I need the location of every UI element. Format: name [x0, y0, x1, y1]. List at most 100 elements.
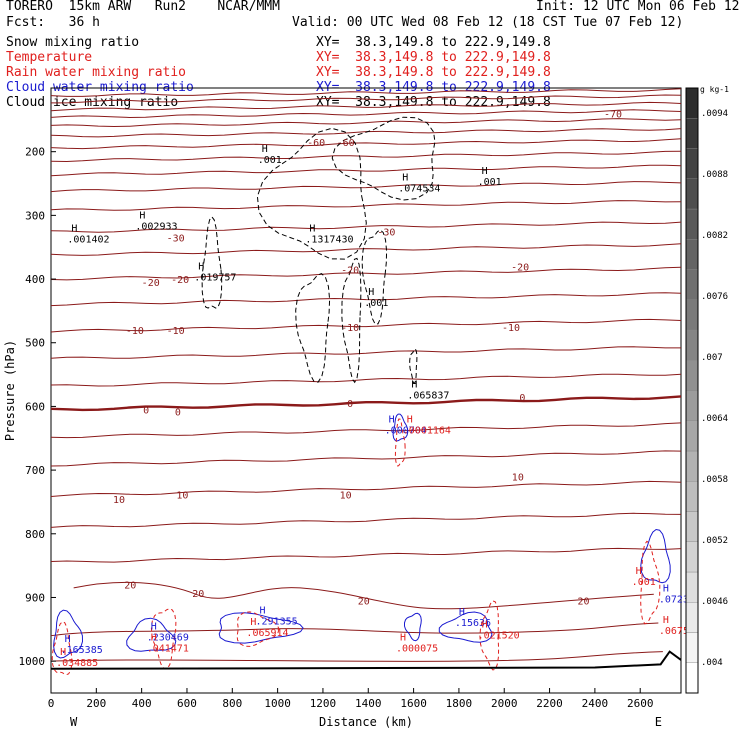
isotherm-label: -70 [604, 109, 622, 120]
isotherm-label: -10 [502, 323, 520, 334]
extremum-value: .15636 [455, 618, 491, 629]
colorbar-tick-label: .0046 [701, 597, 728, 607]
isotherm-line [50, 181, 682, 193]
isotherm-line [50, 150, 682, 163]
colorbar-cell [685, 662, 699, 694]
extremum-value: .041471 [147, 643, 189, 654]
west-endpoint-label: W [70, 715, 78, 729]
extremum-marker: H [663, 615, 669, 626]
colorbar-cell [685, 269, 699, 300]
isotherm-label: -60 [337, 138, 355, 149]
extremum-value: .06750 [659, 626, 695, 637]
isotherm-line [50, 101, 682, 112]
isotherm-line [50, 88, 682, 97]
cloud-ice-contour [201, 216, 223, 309]
x-tick-label: 0 [48, 697, 55, 710]
plot-header: TORERO 15km ARW Run2 NCAR/MMM Init: 12 U… [0, 0, 740, 112]
extremum-marker: H [309, 223, 315, 234]
isotherm-label: 0 [175, 408, 181, 419]
rain-water-contour [51, 621, 73, 676]
chart-axes: 0 200 400 600 800 1000 1200 1400 1600 1800 2000 220… [3, 146, 662, 729]
extremum-value: .07238 [659, 594, 695, 605]
extremum-value: .000704 [385, 426, 427, 437]
colorbar-cell [685, 239, 699, 270]
y-tick-label: 400 [25, 273, 45, 286]
isotherm-label: -20 [341, 266, 359, 277]
isotherm-line [50, 480, 682, 497]
extremum-marker: H [262, 144, 268, 155]
cloud-water-contour [218, 612, 304, 644]
rain-water-contour [640, 540, 661, 625]
y-axis-label: Pressure (hPa) [3, 340, 17, 441]
extremum-value: .230469 [147, 633, 189, 644]
isotherm-line [50, 512, 682, 528]
isotherm-line [50, 109, 682, 119]
y-tick-label: 1000 [19, 655, 46, 668]
x-tick-label: 200 [86, 697, 106, 710]
rain-water-contour [479, 600, 500, 671]
colorbar-tick-label: .0052 [701, 536, 728, 546]
colorbar-cell [685, 450, 699, 482]
extremum-value: .002933 [135, 222, 177, 233]
cloud-ice-contour [361, 229, 388, 325]
extremum-value: .074534 [398, 184, 440, 195]
extremum-marker: H [198, 262, 204, 273]
x-tick-label: 1200 [310, 697, 337, 710]
isotherm-line [50, 346, 681, 359]
isotherm-line [50, 547, 682, 563]
isotherm-line [50, 292, 682, 307]
cloud-ice-contour [331, 116, 436, 201]
x-tick-label: 1400 [355, 697, 382, 710]
y-tick-label: 300 [25, 209, 45, 222]
x-tick-label: 1600 [400, 697, 427, 710]
extremum-marker: H [65, 634, 71, 645]
field-name-temperature: Temperature [6, 50, 93, 65]
colorbar-cell [685, 360, 699, 391]
isotherm-label: 10 [176, 490, 188, 501]
field-xy-temperature: XY= 38.3,149.8 to 222.9,149.8 [316, 50, 551, 65]
extremum-value: .1317430 [305, 234, 353, 245]
isotherm-label: -20 [511, 262, 529, 273]
isotherm-line [50, 450, 682, 467]
isotherm-label: 10 [512, 472, 524, 483]
colorbar-tick-label: .0094 [701, 109, 728, 119]
colorbar-unit: g kg-1 [700, 85, 729, 94]
extremum-marker: H [411, 380, 417, 391]
extremum-value: .001 [258, 155, 282, 166]
rain-water-contour [236, 611, 280, 647]
cloud-water-contour [392, 413, 409, 442]
field-name-rain-water: Rain water mixing ratio [6, 65, 187, 80]
cloud-ice-contour [256, 127, 367, 260]
colorbar-cell [685, 571, 699, 603]
extremum-marker: H [71, 223, 77, 234]
extremum-value: .165385 [61, 645, 103, 656]
cloud-ice-contour [341, 257, 362, 384]
extremum-value: .000075 [396, 643, 438, 654]
extremum-marker: H [407, 415, 413, 426]
x-axis-label: Distance (km) [319, 715, 413, 729]
isotherm-line [50, 318, 682, 333]
y-tick-label: 600 [25, 400, 45, 413]
x-tick-label: 2400 [582, 697, 609, 710]
colorbar-cell [685, 87, 699, 119]
isotherm-label: -60 [307, 138, 325, 149]
extremum-marker: H [151, 632, 157, 643]
extremum-value: .291355 [255, 617, 297, 628]
extremum-marker: H [250, 617, 256, 628]
isotherm-line [50, 622, 659, 637]
isotherm-label: 0 [519, 393, 525, 404]
isotherm-label: 20 [358, 597, 370, 608]
extremum-marker: H [482, 620, 488, 631]
colorbar-cell [685, 329, 699, 361]
plot-frame [50, 87, 682, 694]
cloud-water-contour [438, 611, 493, 643]
isotherm-label: -20 [142, 278, 160, 289]
isotherm-label: -10 [126, 326, 144, 337]
isotherm-label: 10 [113, 495, 125, 506]
colorbar-tick-label: .0064 [701, 414, 728, 424]
isotherm-line [50, 200, 682, 211]
x-tick-label: 2000 [491, 697, 518, 710]
x-tick-label: 800 [222, 697, 242, 710]
extremum-marker: H [389, 415, 395, 426]
cloud-water-contour [640, 528, 671, 584]
